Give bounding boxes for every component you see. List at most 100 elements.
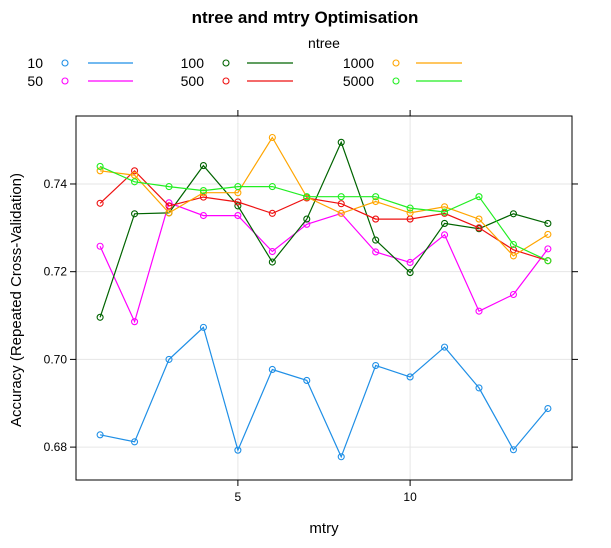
data-point-500 <box>165 202 173 210</box>
x-axis-label: mtry <box>309 520 339 537</box>
data-point-50 <box>475 307 483 315</box>
legend-label: 500 <box>181 73 205 89</box>
data-point-50 <box>509 290 517 299</box>
data-point-10 <box>406 373 414 381</box>
legend-marker <box>61 77 69 85</box>
data-point-100 <box>199 162 207 170</box>
legend-label: 100 <box>181 55 205 71</box>
legend-marker <box>392 59 400 67</box>
data-point-500 <box>268 209 276 217</box>
data-point-100 <box>234 202 242 210</box>
data-point-50 <box>268 247 276 256</box>
data-point-5000 <box>165 183 173 191</box>
data-point-1000 <box>406 209 414 217</box>
data-point-50 <box>544 245 552 253</box>
data-point-5000 <box>268 183 276 191</box>
legend-marker <box>61 59 69 67</box>
series-line-500 <box>99 169 549 262</box>
data-point-50 <box>303 220 311 228</box>
data-point-1000 <box>509 252 517 260</box>
data-point-10 <box>372 361 380 370</box>
data-point-100 <box>509 210 517 218</box>
data-point-5000 <box>337 193 345 201</box>
data-point-1000 <box>165 209 173 217</box>
series-layer <box>96 133 552 461</box>
legend-item-100: 100 <box>181 55 293 71</box>
data-point-5000 <box>475 193 483 201</box>
series-line-5000 <box>99 165 549 262</box>
data-point-500 <box>96 199 104 207</box>
y-axis-label: Accuracy (Repeated Cross-Validation) <box>8 173 25 427</box>
data-point-100 <box>544 219 552 227</box>
data-point-5000 <box>441 208 449 216</box>
data-point-5000 <box>199 187 207 195</box>
data-point-5000 <box>131 178 139 186</box>
data-point-500 <box>372 215 380 223</box>
data-point-50 <box>441 231 449 239</box>
series-50 <box>96 199 552 326</box>
data-point-1000 <box>337 209 345 217</box>
data-point-500 <box>337 200 345 208</box>
data-point-100 <box>406 269 414 277</box>
legend-label: 1000 <box>343 55 374 71</box>
x-tick-label: 10 <box>403 490 417 504</box>
data-point-100 <box>96 313 104 321</box>
data-point-1000 <box>268 133 276 142</box>
series-line-1000 <box>100 136 549 257</box>
data-point-5000 <box>96 162 104 170</box>
data-point-5000 <box>406 204 414 212</box>
data-point-10 <box>509 446 517 454</box>
legend-item-10: 10 <box>27 55 133 71</box>
series-line-10 <box>99 326 549 459</box>
data-point-5000 <box>544 257 552 265</box>
data-point-100 <box>372 236 380 244</box>
x-tick-label: 5 <box>235 490 242 504</box>
data-point-10 <box>268 365 276 374</box>
data-point-1000 <box>544 230 552 238</box>
legend-item-500: 500 <box>181 73 293 89</box>
chart-title: ntree and mtry Optimisation <box>192 8 419 27</box>
data-point-10 <box>96 431 104 439</box>
legend-marker <box>222 59 230 67</box>
data-point-1000 <box>475 215 483 223</box>
data-point-50 <box>406 258 414 267</box>
data-point-10 <box>475 384 483 392</box>
data-point-50 <box>131 318 139 326</box>
data-point-1000 <box>96 167 104 175</box>
data-point-5000 <box>509 240 517 249</box>
grid <box>76 116 572 480</box>
data-point-50 <box>96 242 104 250</box>
axis-ticks: 5 10 0.68 0.70 0.72 0.74 <box>44 110 578 504</box>
plot-panel-border <box>75 115 573 481</box>
data-point-100 <box>268 258 276 266</box>
data-point-10 <box>234 446 242 454</box>
data-point-50 <box>234 212 242 220</box>
data-point-1000 <box>372 197 380 206</box>
data-point-100 <box>131 210 139 218</box>
legend-marker <box>222 77 230 85</box>
series-1000 <box>96 133 552 260</box>
legend-label: 5000 <box>343 73 374 89</box>
series-10 <box>96 323 552 461</box>
data-point-10 <box>337 453 345 461</box>
y-tick-label: 0.72 <box>44 265 68 279</box>
legend-item-1000: 1000 <box>343 55 462 71</box>
data-point-1000 <box>199 189 207 197</box>
data-point-10 <box>441 343 449 351</box>
data-point-500 <box>199 193 207 201</box>
legend-label: 50 <box>27 73 43 89</box>
y-tick-label: 0.68 <box>44 440 68 454</box>
legend: 10 50 100 500 1000 5000 <box>27 55 462 89</box>
data-point-5000 <box>303 193 311 201</box>
data-point-100 <box>337 138 345 146</box>
data-point-500 <box>131 167 139 175</box>
series-5000 <box>96 162 552 265</box>
y-tick-label: 0.74 <box>44 177 68 191</box>
data-point-500 <box>234 198 242 206</box>
data-point-5000 <box>234 183 242 191</box>
data-point-500 <box>475 224 483 232</box>
data-point-1000 <box>441 203 449 211</box>
data-point-100 <box>441 219 449 227</box>
legend-title: ntree <box>308 35 340 51</box>
